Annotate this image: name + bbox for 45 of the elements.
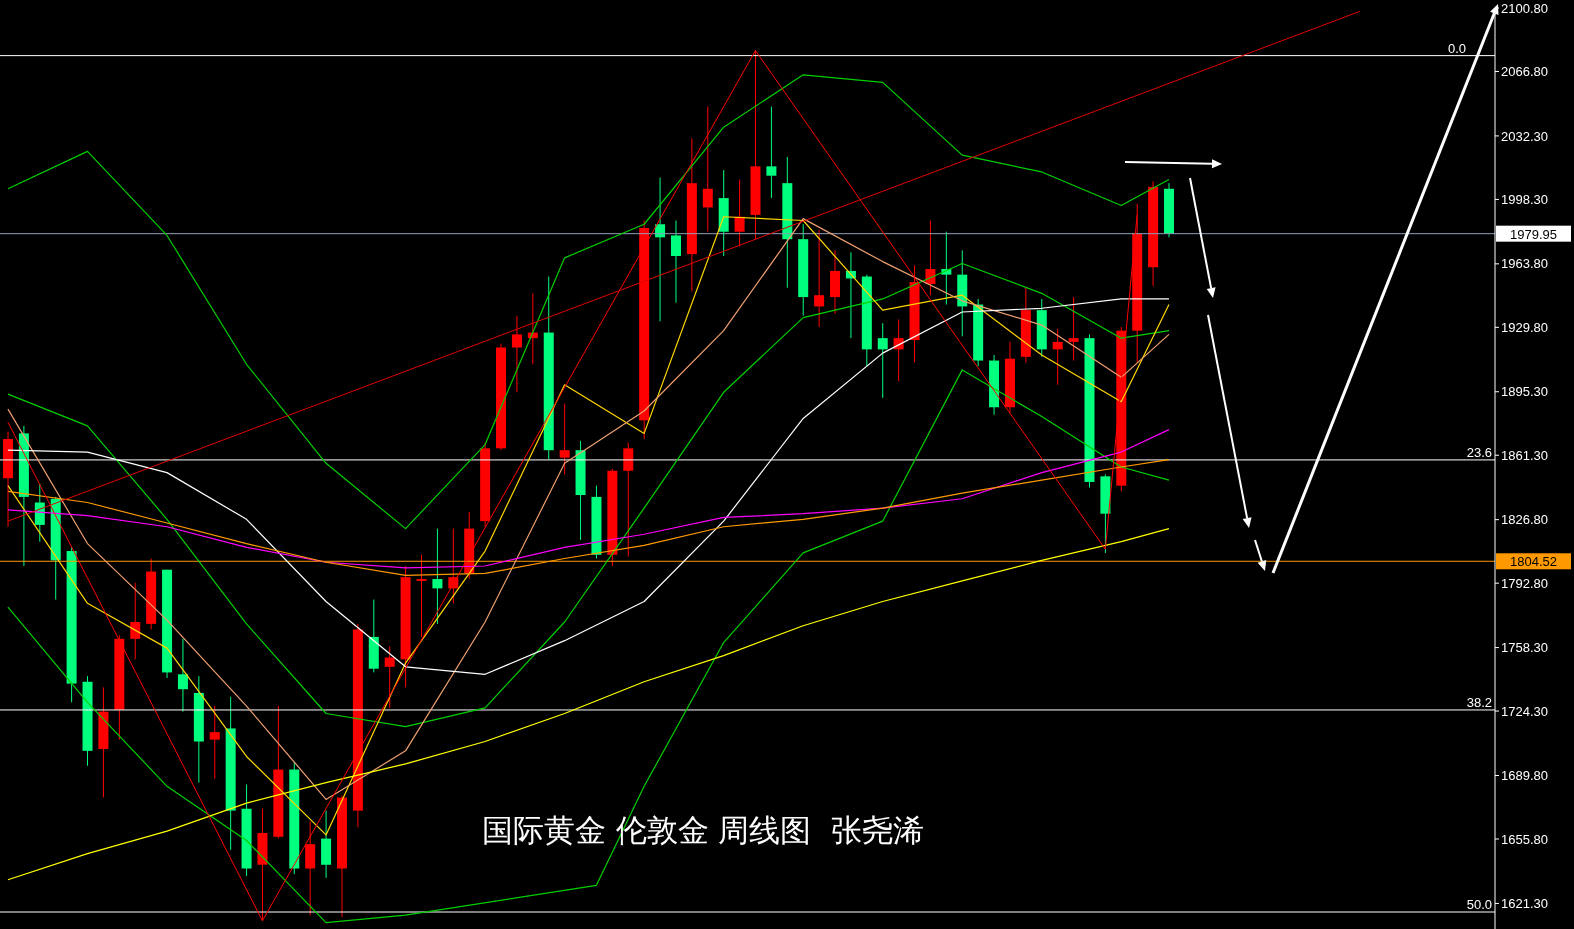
candlestick: [384, 645, 395, 709]
candlestick: [766, 106, 777, 199]
y-tick-label: 1655.80: [1501, 831, 1548, 847]
y-tick-label: 1826.80: [1501, 512, 1548, 528]
candlestick: [34, 483, 45, 543]
candlestick: [734, 178, 745, 248]
candlestick: [1052, 328, 1063, 386]
line-series: [7, 429, 1170, 569]
y-tick-label: 1998.30: [1501, 192, 1548, 208]
ref-line-label: 1979.95: [1510, 226, 1557, 242]
candlestick: [877, 322, 888, 399]
y-tick-label: 1963.80: [1501, 256, 1548, 272]
y-tick-label: 2032.30: [1501, 128, 1548, 144]
candlestick: [209, 705, 220, 780]
ref-line-label: 1804.52: [1510, 554, 1557, 570]
y-tick-label: 1758.30: [1501, 640, 1548, 656]
line-series: [7, 262, 1170, 728]
annotation: 0.0: [1447, 40, 1466, 56]
annotation: 23.6: [1466, 444, 1492, 460]
y-tick-label: 2066.80: [1501, 64, 1548, 80]
y-tick-label: 1792.80: [1501, 575, 1548, 591]
y-tick-label: 1621.30: [1501, 896, 1548, 912]
annotation: 38.2: [1466, 694, 1492, 710]
line-series: [7, 74, 1170, 530]
y-tick-label: 1724.30: [1501, 703, 1548, 719]
line-series: [7, 528, 1170, 881]
candlestick: [814, 229, 825, 328]
candlestick: [1068, 296, 1079, 362]
candlestick: [177, 638, 188, 713]
y-tick-label: 1689.80: [1501, 768, 1548, 784]
y-tick-label: 1861.30: [1501, 447, 1548, 463]
candlestick: [130, 582, 141, 660]
y-tick-label: 1895.30: [1501, 384, 1548, 400]
candlestick: [702, 106, 713, 233]
candlestick: [559, 403, 570, 475]
candlestick: [670, 220, 681, 304]
y-tick-label: 2100.80: [1501, 0, 1548, 16]
line-series: [7, 50, 1138, 922]
candlestick: [416, 554, 427, 638]
y-tick-label: 1929.80: [1501, 319, 1548, 335]
annotation: 50.0: [1466, 897, 1492, 913]
candlestick: [432, 528, 443, 625]
candlestick: [511, 315, 522, 393]
line-series: [7, 369, 1170, 924]
candlestick: [623, 442, 634, 558]
